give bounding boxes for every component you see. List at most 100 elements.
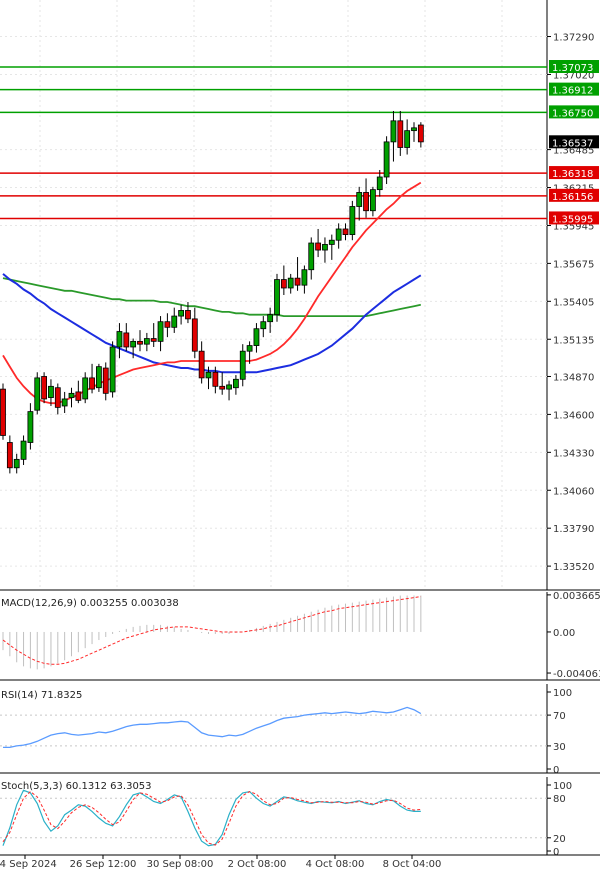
- time-tick-label: 26 Sep 12:00: [70, 859, 137, 869]
- candle: [61, 391, 68, 413]
- candle-body: [143, 338, 150, 345]
- time-tick-label: 2 Oct 08:00: [228, 859, 287, 869]
- candle-body: [246, 345, 253, 352]
- level-price-badge: [549, 166, 599, 180]
- rsi-tick-label: 0: [553, 765, 559, 776]
- candle: [390, 110, 397, 162]
- candle-body: [287, 277, 294, 289]
- candle-body: [205, 371, 212, 379]
- candle-body: [0, 388, 6, 436]
- candle-body: [397, 120, 404, 148]
- price-tick-label: 1.34600: [553, 410, 594, 421]
- candle-body: [198, 350, 205, 379]
- candle-body: [164, 321, 171, 328]
- candle: [6, 435, 13, 474]
- candle-body: [383, 141, 390, 178]
- candle-body: [116, 331, 123, 348]
- candle-body: [390, 120, 397, 143]
- stoch-tick-label: 20: [553, 834, 566, 845]
- rsi-tick-label: 100: [553, 688, 572, 699]
- candle: [123, 323, 130, 352]
- candle-body: [61, 398, 68, 407]
- candle: [27, 403, 34, 450]
- candle-body: [75, 391, 82, 401]
- level-price-label: 1.37073: [552, 63, 593, 74]
- candle: [178, 304, 185, 325]
- candle-body: [171, 315, 178, 328]
- price-tick-label: 1.37020: [553, 70, 594, 81]
- candle: [116, 323, 123, 359]
- macd-tick-label: 0.003665: [553, 591, 600, 602]
- candle: [246, 341, 253, 364]
- ma-slow-line: [2, 277, 421, 318]
- candle: [137, 330, 143, 352]
- candle: [308, 237, 315, 280]
- candle: [54, 383, 61, 415]
- candle: [20, 435, 27, 465]
- candle: [294, 257, 301, 291]
- candle-body: [96, 366, 102, 389]
- level-price-badge: [549, 105, 599, 119]
- candle-body: [322, 244, 328, 251]
- time-tick-label: 30 Sep 08:00: [147, 859, 214, 869]
- candle: [13, 453, 20, 474]
- candle-body: [89, 377, 95, 390]
- candle: [205, 366, 212, 390]
- candle-body: [82, 377, 89, 400]
- candle-body: [356, 192, 363, 207]
- price-tick-label: 1.34870: [553, 372, 594, 383]
- candle: [274, 273, 280, 322]
- time-tick-label: 24 Sep 2024: [0, 859, 57, 869]
- candle-body: [417, 124, 424, 143]
- candle-body: [404, 130, 411, 148]
- candle-body: [34, 377, 41, 411]
- candle-body: [54, 387, 61, 408]
- macd-signal-line: [2, 596, 421, 665]
- price-tick-label: 1.34060: [553, 486, 594, 497]
- candle-body: [363, 192, 369, 212]
- candle: [0, 383, 6, 440]
- candle: [253, 323, 260, 353]
- candle-body: [315, 242, 322, 251]
- price-tick-label: 1.36485: [553, 146, 594, 157]
- candle: [280, 265, 287, 295]
- candle-body: [274, 279, 280, 316]
- time-tick-label: 4 Oct 08:00: [306, 859, 365, 869]
- level-price-badge: [549, 60, 599, 74]
- candle-body: [68, 392, 75, 398]
- price-tick-label: 1.33520: [553, 562, 594, 573]
- candle-body: [212, 371, 219, 387]
- candle-body: [349, 206, 356, 235]
- candle: [287, 273, 294, 294]
- candle: [397, 110, 404, 156]
- candle: [349, 200, 356, 241]
- candle: [68, 387, 75, 408]
- candle: [328, 234, 335, 260]
- candle-body: [157, 321, 164, 342]
- candle-body: [260, 321, 267, 330]
- candle: [376, 169, 383, 197]
- candle: [315, 228, 322, 258]
- rsi-line: [3, 706, 422, 749]
- price-tick-label: 1.33790: [553, 524, 594, 535]
- rsi-tick-label: 70: [553, 711, 566, 722]
- stoch-label: Stoch(5,3,3) 60.1312 63.3053: [1, 781, 152, 792]
- candle: [96, 363, 102, 392]
- stoch-signal-line: [2, 790, 421, 846]
- candle: [260, 316, 267, 338]
- candle: [48, 379, 54, 406]
- level-price-label: 1.36912: [552, 86, 593, 97]
- candle: [226, 380, 232, 401]
- level-price-label: 1.36318: [552, 169, 593, 180]
- candle: [363, 178, 369, 218]
- candle: [369, 186, 376, 217]
- candle: [404, 119, 411, 155]
- price-tick-label: 1.34330: [553, 448, 594, 459]
- price-tick-label: 1.35405: [553, 297, 594, 308]
- candle-body: [253, 328, 260, 346]
- candle: [185, 302, 191, 324]
- level-price-label: 1.36156: [552, 192, 593, 203]
- candle-body: [308, 242, 315, 271]
- price-tick-label: 1.35135: [553, 335, 594, 346]
